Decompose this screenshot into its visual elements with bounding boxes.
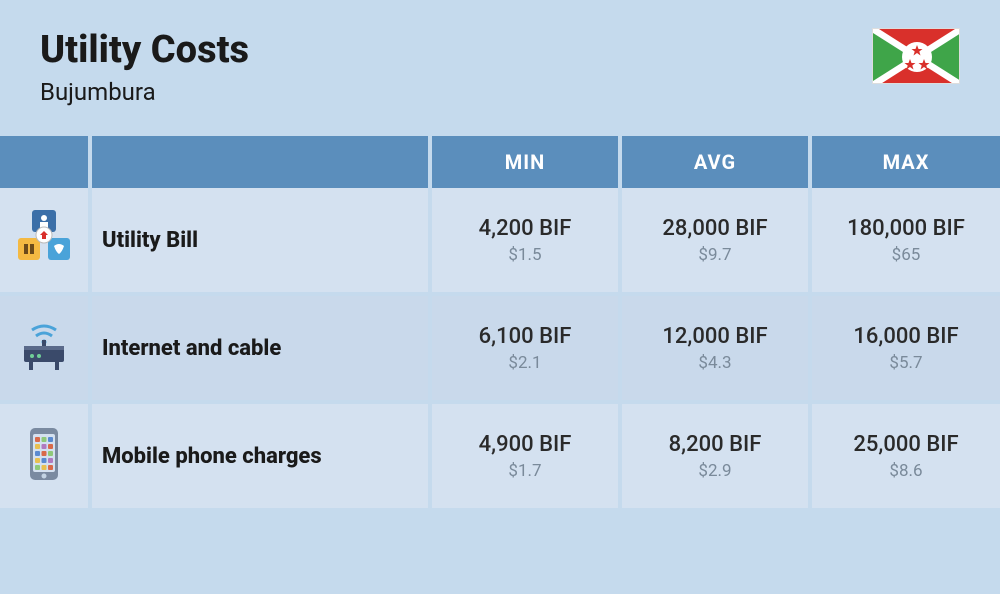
table-row: Internet and cable 6,100 BIF $2.1 12,000… — [0, 294, 1000, 402]
row-label: Mobile phone charges — [90, 402, 430, 510]
cell-max: 25,000 BIF $8.6 — [810, 402, 1000, 510]
page-title: Utility Costs — [40, 28, 249, 72]
value-secondary: $1.7 — [442, 461, 608, 481]
cell-avg: 28,000 BIF $9.7 — [620, 188, 810, 294]
col-max: MAX — [810, 136, 1000, 188]
row-icon-cell — [0, 188, 90, 294]
value-primary: 16,000 BIF — [822, 324, 990, 349]
value-secondary: $5.7 — [822, 353, 990, 373]
value-secondary: $1.5 — [442, 245, 608, 265]
costs-table: MIN AVG MAX Utility Bill — [0, 136, 1000, 512]
value-secondary: $9.7 — [632, 245, 798, 265]
internet-cable-icon — [14, 316, 74, 376]
value-primary: 8,200 BIF — [632, 432, 798, 457]
cell-avg: 12,000 BIF $4.3 — [620, 294, 810, 402]
table-row: Mobile phone charges 4,900 BIF $1.7 8,20… — [0, 402, 1000, 510]
page-subtitle: Bujumbura — [40, 78, 249, 106]
value-primary: 28,000 BIF — [632, 216, 798, 241]
value-secondary: $2.1 — [442, 353, 608, 373]
row-icon-cell — [0, 294, 90, 402]
col-min: MIN — [430, 136, 620, 188]
cell-min: 4,200 BIF $1.5 — [430, 188, 620, 294]
value-secondary: $65 — [822, 245, 990, 265]
row-label: Internet and cable — [90, 294, 430, 402]
col-icon — [0, 136, 90, 188]
burundi-flag-icon — [872, 28, 960, 84]
title-block: Utility Costs Bujumbura — [40, 28, 249, 106]
cell-avg: 8,200 BIF $2.9 — [620, 402, 810, 510]
col-label — [90, 136, 430, 188]
value-primary: 6,100 BIF — [442, 324, 608, 349]
value-secondary: $8.6 — [822, 461, 990, 481]
value-secondary: $4.3 — [632, 353, 798, 373]
value-primary: 4,900 BIF — [442, 432, 608, 457]
table-header-row: MIN AVG MAX — [0, 136, 1000, 188]
cell-max: 180,000 BIF $65 — [810, 188, 1000, 294]
value-primary: 4,200 BIF — [442, 216, 608, 241]
value-secondary: $2.9 — [632, 461, 798, 481]
row-icon-cell — [0, 402, 90, 510]
row-label: Utility Bill — [90, 188, 430, 294]
value-primary: 25,000 BIF — [822, 432, 990, 457]
mobile-phone-icon — [14, 424, 74, 484]
col-avg: AVG — [620, 136, 810, 188]
header: Utility Costs Bujumbura — [0, 0, 1000, 136]
utility-bill-icon — [14, 208, 74, 268]
value-primary: 180,000 BIF — [822, 216, 990, 241]
cell-min: 4,900 BIF $1.7 — [430, 402, 620, 510]
cell-min: 6,100 BIF $2.1 — [430, 294, 620, 402]
value-primary: 12,000 BIF — [632, 324, 798, 349]
cell-max: 16,000 BIF $5.7 — [810, 294, 1000, 402]
table-row: Utility Bill 4,200 BIF $1.5 28,000 BIF $… — [0, 188, 1000, 294]
